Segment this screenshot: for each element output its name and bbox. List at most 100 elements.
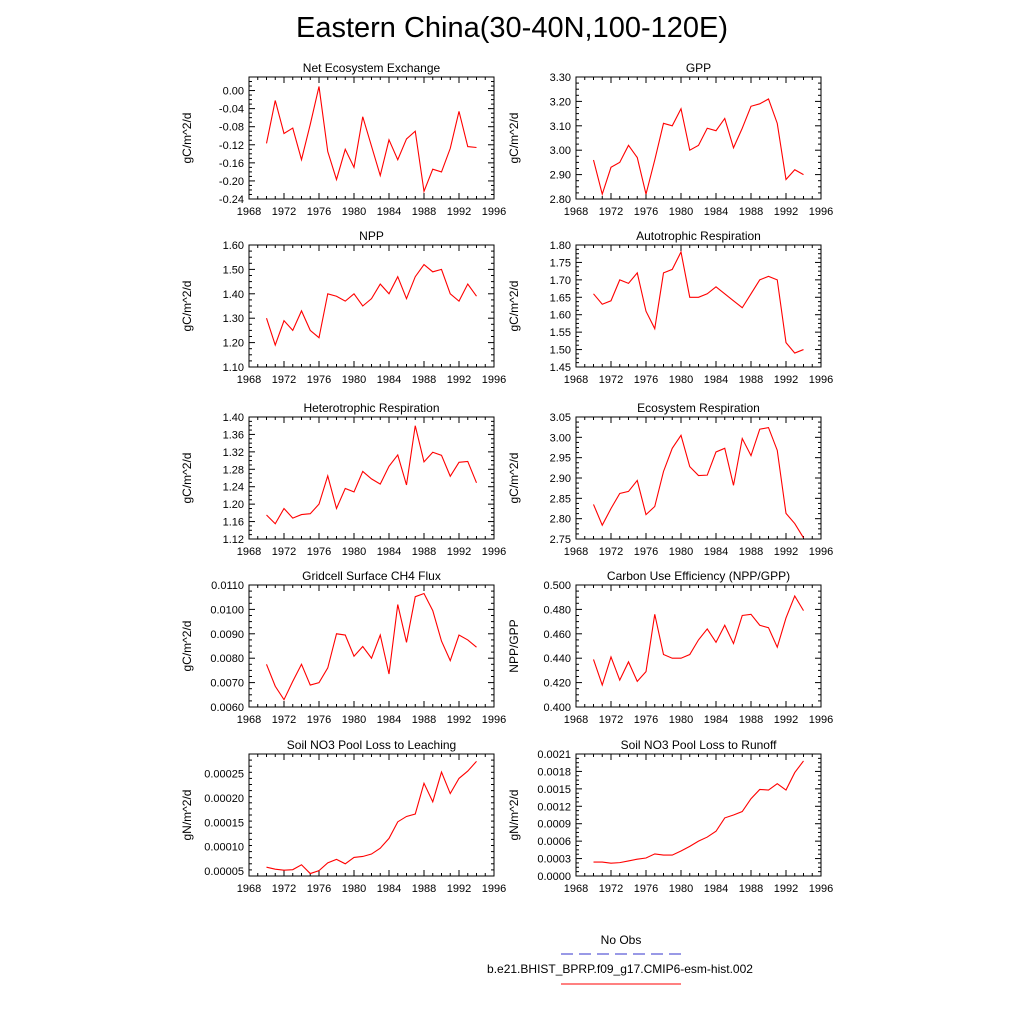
x-tick-label: 1968 — [564, 206, 588, 218]
y-tick-label: 2.85 — [550, 493, 571, 505]
y-tick-label: 0.00 — [223, 86, 244, 98]
y-tick-label: 0.420 — [543, 678, 571, 690]
chart-panel: 1968 1972 1976 1980 1984 1988 1992 1996 1.60 1.50… — [180, 229, 506, 386]
x-tick-label: 1992 — [447, 546, 471, 558]
x-tick-label: 1980 — [342, 883, 366, 895]
chart-panel: 1968 1972 1976 1980 1984 1988 1992 1996 0.0110 0.… — [180, 569, 506, 726]
y-axis-label: gC/m^2/d — [507, 453, 521, 504]
chart-title: Gridcell Surface CH4 Flux — [302, 569, 441, 583]
plot-frame — [248, 416, 495, 540]
series-line-model — [592, 426, 804, 539]
x-tick-label: 1984 — [704, 883, 728, 895]
x-tick-label: 1980 — [669, 883, 693, 895]
y-tick-label: 1.80 — [550, 240, 571, 252]
x-tick-label: 1972 — [272, 714, 296, 726]
y-tick-label: 3.30 — [550, 72, 571, 84]
y-tick-label: 0.00025 — [204, 769, 244, 781]
x-tick-label: 1996 — [482, 374, 506, 386]
x-tick-label: 1988 — [412, 206, 436, 218]
x-tick-label: 1980 — [342, 714, 366, 726]
y-tick-label: 0.0003 — [537, 854, 571, 866]
legend-model-label: b.e21.BHIST_BPRP.f09_g17.CMIP6-esm-hist.… — [487, 962, 753, 976]
x-tick-label: 1984 — [377, 206, 401, 218]
y-axis-label: NPP/GPP — [507, 619, 521, 672]
plot-frame — [575, 753, 822, 877]
x-tick-label: 1996 — [809, 206, 833, 218]
legend-model-line — [561, 983, 681, 985]
x-tick-label: 1992 — [447, 206, 471, 218]
y-tick-label: 3.10 — [550, 121, 571, 133]
y-tick-label: 0.0012 — [537, 801, 571, 813]
x-tick-label: 1976 — [634, 714, 658, 726]
y-tick-label: 0.480 — [543, 604, 571, 616]
y-tick-label: 0.00010 — [204, 842, 244, 854]
x-tick-label: 1980 — [342, 206, 366, 218]
x-tick-label: 1992 — [447, 714, 471, 726]
x-tick-label: 1980 — [669, 374, 693, 386]
x-tick-label: 1968 — [564, 883, 588, 895]
plot-frame — [248, 584, 495, 708]
y-axis-label: gN/m^2/d — [180, 790, 194, 841]
y-axis-label: gC/m^2/d — [507, 113, 521, 164]
legend-obs-line — [561, 953, 681, 955]
x-tick-label: 1972 — [272, 374, 296, 386]
y-tick-label: 0.400 — [543, 702, 571, 714]
y-tick-label: 0.500 — [543, 580, 571, 592]
y-tick-label: 3.20 — [550, 96, 571, 108]
x-tick-label: 1992 — [774, 206, 798, 218]
chart-panel: 1968 1972 1976 1980 1984 1988 1992 1996 0.0021 0.… — [507, 738, 833, 895]
chart-panel: 1968 1972 1976 1980 1984 1988 1992 1996 0.00025 0… — [180, 738, 506, 895]
plot-frame — [248, 244, 495, 368]
x-tick-label: 1968 — [237, 206, 261, 218]
chart-title: Carbon Use Efficiency (NPP/GPP) — [607, 569, 790, 583]
y-tick-label: 1.45 — [550, 362, 571, 374]
x-tick-label: 1976 — [307, 546, 331, 558]
x-tick-label: 1996 — [482, 714, 506, 726]
y-axis-label: gC/m^2/d — [180, 113, 194, 164]
y-tick-label: 0.0100 — [210, 604, 244, 616]
x-tick-label: 1984 — [704, 206, 728, 218]
y-tick-label: 3.05 — [550, 412, 571, 424]
x-tick-label: 1976 — [307, 374, 331, 386]
x-tick-label: 1976 — [634, 374, 658, 386]
x-tick-label: 1984 — [704, 714, 728, 726]
y-tick-label: 1.60 — [223, 240, 244, 252]
y-tick-label: 0.00015 — [204, 817, 244, 829]
chart-title: Soil NO3 Pool Loss to Leaching — [287, 738, 456, 752]
x-tick-label: 1968 — [237, 374, 261, 386]
y-tick-label: 0.0070 — [210, 678, 244, 690]
y-tick-label: 0.440 — [543, 653, 571, 665]
chart-panel: 1968 1972 1976 1980 1984 1988 1992 1996 0.00 -0.0… — [180, 61, 506, 218]
y-tick-label: -0.04 — [219, 104, 244, 116]
x-tick-label: 1984 — [377, 714, 401, 726]
x-tick-label: 1984 — [704, 546, 728, 558]
x-tick-label: 1988 — [412, 374, 436, 386]
y-tick-label: 1.24 — [223, 482, 244, 494]
x-tick-label: 1976 — [307, 206, 331, 218]
chart-title: Heterotrophic Respiration — [303, 401, 439, 415]
y-tick-label: 2.80 — [550, 514, 571, 526]
x-tick-label: 1976 — [307, 883, 331, 895]
x-tick-label: 1988 — [739, 883, 763, 895]
x-tick-label: 1968 — [237, 883, 261, 895]
y-tick-label: 1.50 — [550, 345, 571, 357]
y-tick-label: 1.40 — [223, 412, 244, 424]
main-title: Eastern China(30-40N,100-120E) — [295, 12, 729, 44]
x-tick-label: 1992 — [774, 546, 798, 558]
y-tick-label: 2.90 — [550, 473, 571, 485]
x-tick-label: 1992 — [774, 714, 798, 726]
x-tick-label: 1972 — [599, 206, 623, 218]
y-tick-label: 3.00 — [550, 145, 571, 157]
x-tick-label: 1992 — [447, 374, 471, 386]
y-axis-label: gC/m^2/d — [507, 281, 521, 332]
plot-frame — [575, 416, 822, 540]
y-tick-label: 0.0009 — [537, 819, 571, 831]
x-tick-label: 1980 — [342, 546, 366, 558]
y-tick-label: 1.70 — [550, 275, 571, 287]
chart-title: NPP — [359, 229, 384, 243]
y-tick-label: -0.20 — [219, 176, 244, 188]
y-tick-label: 0.0006 — [537, 836, 571, 848]
y-tick-label: 0.0018 — [537, 766, 571, 778]
x-tick-label: 1972 — [599, 374, 623, 386]
